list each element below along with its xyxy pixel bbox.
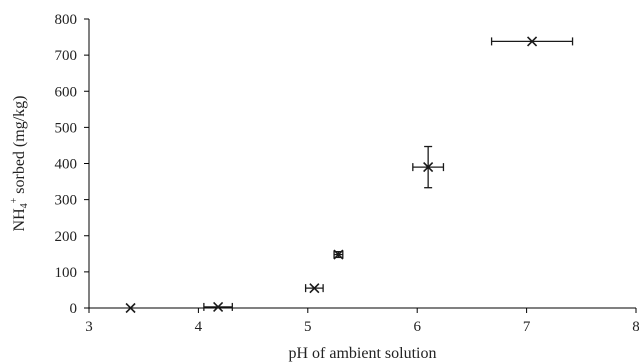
y-tick-label: 700	[55, 48, 78, 64]
x-tick-label: 6	[413, 319, 421, 335]
y-tick-label: 500	[55, 120, 78, 136]
x-marker-stroke	[333, 249, 344, 260]
data-points	[125, 36, 574, 314]
y-ticks: 0 100 200 300 400 500 600 700 800	[55, 12, 89, 317]
y-tick-label: 100	[55, 265, 78, 281]
x-marker-stroke	[527, 36, 538, 47]
x-marker-stroke	[423, 162, 434, 173]
y-tick-label: 0	[70, 301, 78, 317]
x-tick-label: 5	[304, 319, 312, 335]
data-point	[333, 249, 344, 260]
data-point	[490, 36, 574, 47]
x-tick-label: 3	[85, 319, 93, 335]
y-tick-label: 400	[55, 157, 78, 173]
y-axis-title-suffix: sorbed (mg/kg)	[11, 96, 28, 198]
data-point	[412, 145, 445, 189]
y-axis-title: NH4+ sorbed (mg/kg)	[9, 96, 30, 232]
x-marker-stroke	[125, 302, 136, 314]
data-point	[203, 301, 233, 312]
x-tick-label: 7	[523, 319, 531, 335]
y-axis-title-subscript: 4	[19, 203, 30, 208]
y-tick-label: 300	[55, 193, 78, 209]
y-axis-title-superscript: +	[9, 197, 20, 203]
data-point	[304, 283, 324, 294]
x-tick-label: 4	[195, 319, 203, 335]
y-tick-label: 800	[55, 12, 78, 28]
x-ticks: 3 4 5 6 7 8	[85, 308, 639, 335]
chart-axes	[88, 19, 636, 309]
x-axis-title: pH of ambient solution	[289, 345, 437, 362]
x-marker-stroke	[213, 301, 224, 312]
y-tick-label: 600	[55, 84, 78, 100]
x-tick-label: 8	[632, 319, 639, 335]
x-marker-stroke	[309, 283, 320, 294]
data-point	[125, 302, 136, 314]
y-tick-label: 200	[55, 229, 78, 245]
y-axis-title-prefix: NH	[11, 208, 28, 232]
